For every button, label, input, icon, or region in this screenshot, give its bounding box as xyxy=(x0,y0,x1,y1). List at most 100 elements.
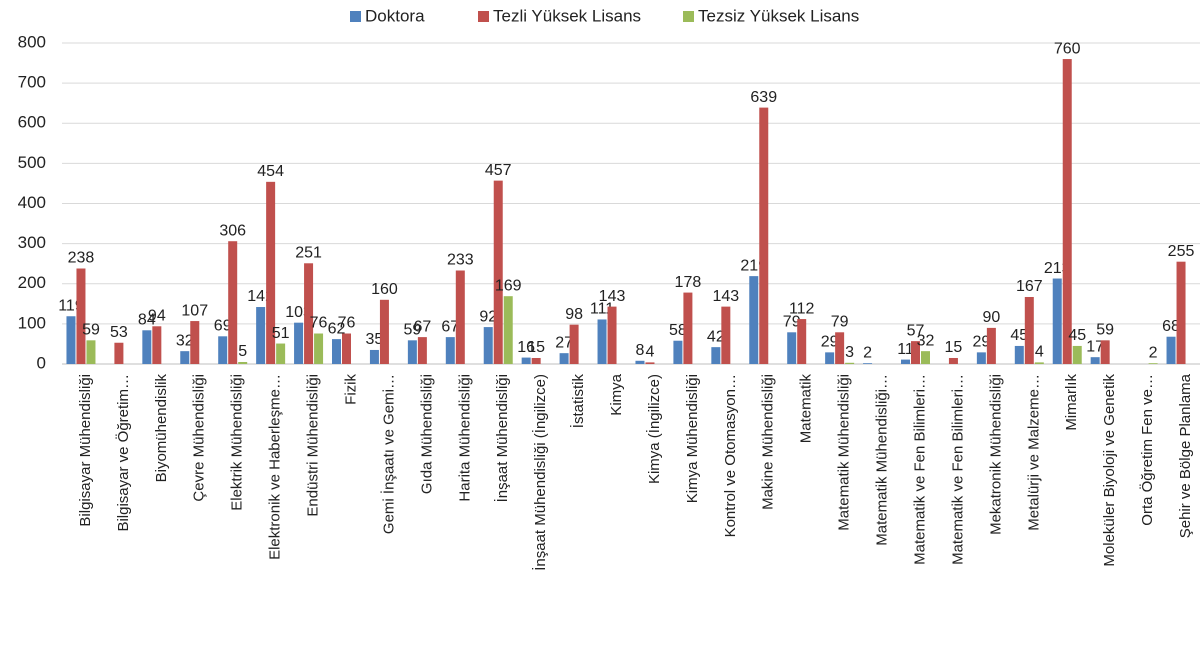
data-label: 58 xyxy=(669,322,687,339)
y-tick-label: 200 xyxy=(18,273,46,292)
y-tick-label: 400 xyxy=(18,193,46,212)
bar xyxy=(825,352,835,364)
bar xyxy=(787,332,797,364)
bar xyxy=(228,241,238,364)
x-tick-label: Orta Öğretim Fen ve… xyxy=(1138,374,1156,526)
bar xyxy=(645,362,655,364)
data-label: 107 xyxy=(181,302,208,319)
bar xyxy=(607,306,617,364)
bar xyxy=(531,357,541,364)
bar xyxy=(1100,340,1110,364)
data-label: 67 xyxy=(413,318,431,335)
x-tick-label: Gıda Mühendisliği xyxy=(418,374,435,494)
bar xyxy=(597,319,607,364)
bar xyxy=(1166,336,1176,364)
legend-swatch xyxy=(478,11,489,22)
data-label: 16 xyxy=(517,339,535,356)
bar xyxy=(673,340,683,364)
bar xyxy=(294,322,304,364)
y-tick-label: 500 xyxy=(18,153,46,172)
bar xyxy=(976,352,986,364)
bar xyxy=(66,316,76,364)
bar xyxy=(1034,362,1044,364)
bar xyxy=(152,326,162,364)
y-tick-label: 600 xyxy=(18,113,46,132)
bar xyxy=(342,333,351,364)
bar xyxy=(911,341,920,364)
legend-label: Tezsiz Yüksek Lisans xyxy=(698,6,859,25)
data-label: 4 xyxy=(1035,344,1044,361)
data-label: 160 xyxy=(371,281,398,298)
bar xyxy=(1090,357,1100,364)
data-label: 2 xyxy=(1149,344,1158,361)
data-label: 90 xyxy=(982,309,1000,326)
data-label: 143 xyxy=(712,288,739,305)
bar xyxy=(721,306,731,364)
data-label: 79 xyxy=(831,314,849,331)
data-label: 17 xyxy=(1086,338,1104,355)
x-tick-label: Bilgisayar ve Öğretim… xyxy=(114,374,132,532)
data-label: 59 xyxy=(1096,322,1114,339)
bar xyxy=(901,359,910,364)
bar xyxy=(483,327,493,364)
bar xyxy=(1052,278,1062,364)
data-label: 143 xyxy=(599,288,626,305)
data-label: 169 xyxy=(495,277,522,294)
bar xyxy=(332,339,341,364)
bar xyxy=(797,319,807,364)
bar xyxy=(986,327,996,364)
x-tick-label: Metalürji ve Malzeme… xyxy=(1025,374,1042,531)
data-label: 51 xyxy=(272,325,290,342)
bar xyxy=(749,276,759,364)
bar xyxy=(711,347,721,364)
data-label: 98 xyxy=(565,306,583,323)
data-label: 53 xyxy=(110,324,128,341)
bar xyxy=(256,307,266,364)
x-tick-label: Matematik Mühendisliği… xyxy=(874,374,891,546)
bar xyxy=(1072,345,1082,364)
data-label: 76 xyxy=(310,315,328,332)
x-tick-label: Kimya Mühendisliği xyxy=(684,374,701,503)
bar xyxy=(379,299,389,364)
x-tick-label: Kimya xyxy=(608,373,625,415)
bar xyxy=(493,180,503,364)
data-label: 94 xyxy=(148,308,166,325)
bar xyxy=(863,363,873,364)
x-tick-label: Fizik xyxy=(342,374,359,405)
x-tick-label: Harita Mühendisliği xyxy=(456,374,473,502)
data-label: 251 xyxy=(295,245,322,262)
x-tick-label: Gemi İnşaatı ve Gemi… xyxy=(379,374,397,534)
bar xyxy=(238,361,248,364)
data-label: 306 xyxy=(219,222,246,239)
bar xyxy=(190,321,200,364)
bar xyxy=(1148,363,1158,364)
data-label: 15 xyxy=(945,339,963,356)
data-label: 255 xyxy=(1168,243,1195,260)
x-tick-label: Bilgisayar Mühendisliği xyxy=(77,374,94,527)
data-label: 112 xyxy=(789,300,815,317)
x-tick-label: Elektrik Mühendisliği xyxy=(229,374,246,511)
data-label: 35 xyxy=(366,331,384,348)
x-tick-label: Endüstri Mühendisliği xyxy=(305,374,322,517)
y-tick-label: 300 xyxy=(18,233,46,252)
bar xyxy=(314,333,324,364)
bar xyxy=(683,292,693,364)
bar xyxy=(455,270,465,364)
bar xyxy=(759,107,769,364)
data-label: 454 xyxy=(257,163,284,180)
x-tick-label: Kontrol ve Otomasyon… xyxy=(722,374,739,537)
data-label: 45 xyxy=(1010,327,1028,344)
bar xyxy=(835,332,845,364)
x-tick-label: İnşaat Mühendisliği (İngilizce) xyxy=(531,374,549,571)
bar xyxy=(921,351,930,364)
legend-swatch xyxy=(350,11,361,22)
x-tick-label: Matematik xyxy=(798,374,815,444)
bar xyxy=(1062,59,1072,365)
data-label: 57 xyxy=(907,322,925,339)
bar xyxy=(445,337,455,364)
x-tick-label: Matematik ve Fen Bilimleri… xyxy=(949,374,966,565)
data-label: 69 xyxy=(214,318,232,335)
data-label: 457 xyxy=(485,162,512,179)
data-label: 79 xyxy=(783,314,801,331)
